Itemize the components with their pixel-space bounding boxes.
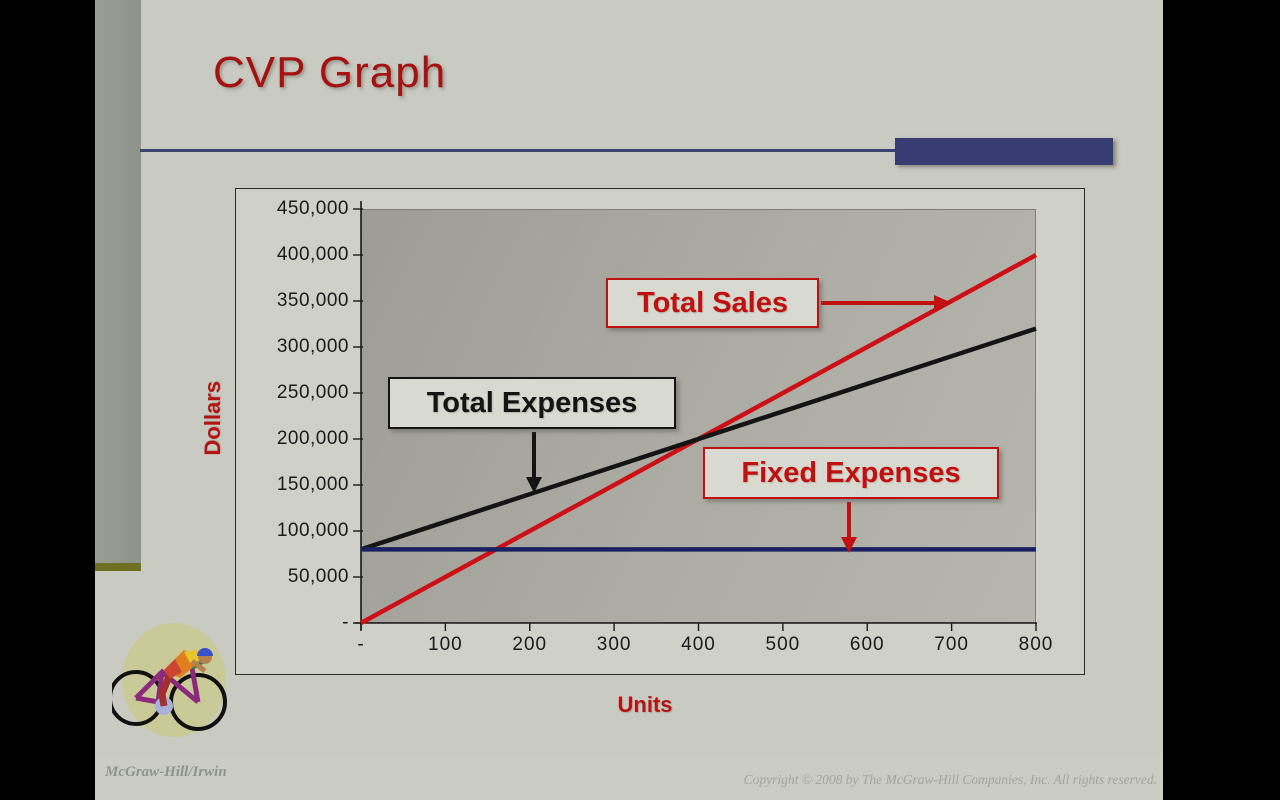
footer-copyright: Copyright © 2008 by The McGraw-Hill Comp… (743, 772, 1157, 787)
y-tick-label: 300,000 (276, 336, 349, 357)
cyclist-clipart (112, 623, 227, 737)
fixed-expenses-label-box: Fixed Expenses (703, 447, 999, 499)
y-axis-title: Dollars (200, 380, 225, 456)
x-tick-label: 500 (765, 634, 801, 655)
y-tick-label: 200,000 (276, 428, 349, 449)
total-expenses-arrow (526, 432, 542, 493)
axis-tick-marks (353, 208, 1037, 631)
total-expenses-label: Total Expenses (426, 386, 638, 419)
y-tick-label: - (342, 612, 349, 633)
total-expenses-label-box: Total Expenses (388, 377, 676, 429)
y-tick-label: 450,000 (276, 198, 349, 219)
total-sales-arrow (821, 295, 952, 311)
x-tick-label: 600 (849, 634, 885, 655)
y-tick-label: 350,000 (276, 290, 349, 311)
left-accent-bar (95, 0, 141, 563)
slide-title: CVP Graph (213, 48, 447, 97)
total-sales-label: Total Sales (637, 286, 788, 319)
x-tick-label: 100 (428, 634, 463, 655)
left-accent-bar-olive-cap (95, 563, 141, 571)
x-tick-label: 800 (1018, 634, 1054, 655)
fixed-expenses-label: Fixed Expenses (741, 456, 961, 489)
rider-legs (158, 672, 174, 707)
title-divider-accent-block (895, 138, 1113, 165)
footer-brand: McGraw-Hill/Irwin (105, 764, 227, 780)
rider-arm (190, 659, 207, 673)
y-tick-label: 100,000 (276, 520, 349, 541)
y-tick-label: 250,000 (276, 382, 349, 403)
chart-lines-layer (353, 201, 1038, 631)
rider-shirt (164, 659, 182, 679)
x-tick-label: 200 (512, 634, 548, 655)
footer-strip (95, 757, 1163, 800)
y-tick-label: 50,000 (287, 566, 349, 587)
x-tick-label: 700 (934, 634, 969, 655)
helmet-icon (197, 648, 213, 656)
x-tick-label: - (357, 634, 365, 655)
x-tick-label: 400 (681, 634, 716, 655)
cvp-chart: 450,000 400,000 350,000 300,000 250,000 200,0… (235, 188, 1085, 675)
x-tick-label: 300 (596, 634, 632, 655)
series-line-total-expenses (360, 326, 1037, 552)
title-divider-line (140, 149, 1113, 152)
fixed-expenses-arrow (841, 502, 857, 553)
x-axis-title: Units (617, 692, 673, 717)
data-series-lines (359, 253, 1038, 625)
total-sales-label-box: Total Sales (606, 278, 819, 328)
y-tick-label: 400,000 (276, 244, 349, 265)
y-tick-label: 150,000 (276, 474, 349, 495)
